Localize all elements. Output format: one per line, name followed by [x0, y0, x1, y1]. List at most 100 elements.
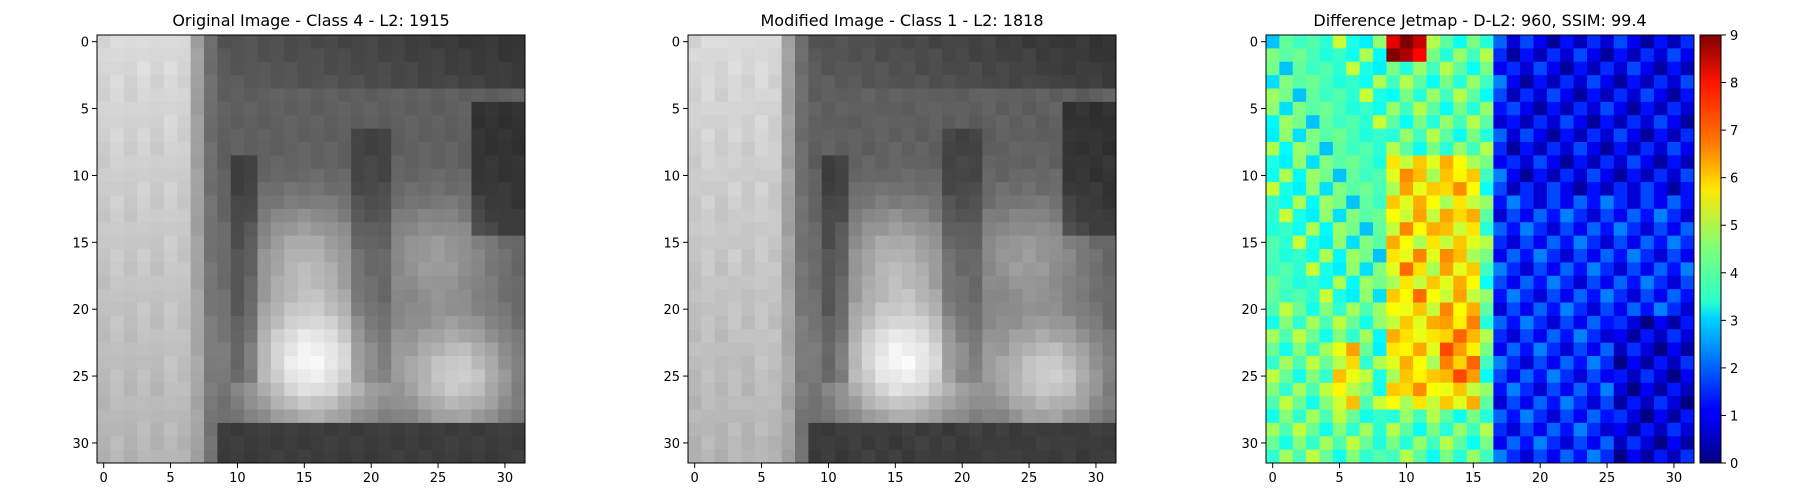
pixel-cell — [1279, 155, 1294, 170]
pixel-cell — [688, 275, 702, 290]
pixel-cell — [942, 275, 956, 290]
pixel-cell — [1292, 249, 1307, 263]
pixel-cell — [377, 262, 392, 277]
pixel-cell — [297, 422, 312, 437]
pixel-cell — [150, 449, 165, 464]
pixel-cell — [498, 115, 513, 130]
pixel-cell — [1466, 222, 1481, 237]
pixel-cell — [404, 356, 419, 370]
pixel-cell — [688, 155, 702, 170]
pixel-cell — [391, 155, 406, 170]
pixel-cell — [915, 75, 930, 89]
pixel-cell — [1359, 342, 1374, 357]
pixel-cell — [177, 155, 192, 170]
pixel-cell — [848, 48, 863, 63]
pixel-cell — [163, 101, 178, 116]
pixel-cell — [270, 409, 285, 424]
pixel-cell — [110, 222, 125, 237]
pixel-cell — [955, 142, 970, 156]
pixel-cell — [471, 302, 486, 317]
pixel-cell — [1279, 449, 1294, 464]
pixel-cell — [1466, 101, 1481, 116]
pixel-cell — [688, 289, 702, 303]
x-tick-label: 25 — [1021, 471, 1038, 486]
pixel-cell — [741, 409, 756, 424]
pixel-cell — [821, 289, 836, 303]
pixel-cell — [1493, 61, 1508, 76]
pixel-cell — [270, 101, 285, 116]
pixel-cell — [297, 142, 312, 156]
pixel-cell — [1587, 155, 1601, 170]
pixel-cell — [995, 302, 1010, 317]
pixel-cell — [928, 101, 943, 116]
pixel-cell — [1600, 168, 1615, 183]
pixel-cell — [391, 168, 406, 183]
pixel-cell — [1613, 101, 1628, 116]
pixel-cell — [284, 48, 299, 63]
pixel-cell — [1453, 61, 1468, 76]
pixel-cell — [875, 262, 890, 277]
pixel-cell — [1493, 235, 1508, 250]
pixel-cell — [123, 356, 138, 370]
pixel-cell — [1062, 115, 1077, 130]
pixel-cell — [1627, 329, 1641, 344]
pixel-cell — [163, 75, 178, 89]
pixel-cell — [955, 115, 970, 130]
pixel-cell — [1075, 356, 1090, 370]
pixel-cell — [1439, 356, 1454, 370]
pixel-cell — [1009, 422, 1023, 437]
pixel-cell — [391, 315, 406, 330]
x-tick-label: 5 — [166, 471, 174, 486]
pixel-cell — [163, 329, 178, 344]
pixel-cell — [230, 75, 245, 89]
pixel-cell — [888, 315, 903, 330]
pixel-cell — [244, 436, 258, 451]
pixel-cell — [1439, 61, 1454, 76]
pixel-cell — [902, 422, 916, 437]
pixel-cell — [190, 182, 205, 196]
pixel-cell — [1022, 342, 1037, 357]
pixel-cell — [995, 182, 1010, 196]
pixel-cell — [728, 315, 742, 330]
pixel-cell — [404, 369, 419, 384]
pixel-cell — [377, 88, 392, 103]
pixel-cell — [955, 101, 970, 116]
pixel-cell — [1600, 289, 1615, 303]
pixel-cell — [1627, 235, 1641, 250]
pixel-cell — [741, 48, 756, 63]
pixel-cell — [835, 155, 849, 170]
pixel-cell — [1346, 449, 1361, 464]
pixel-cell — [404, 142, 419, 156]
pixel-cell — [1533, 249, 1548, 263]
pixel-cell — [1466, 382, 1481, 397]
pixel-cell — [821, 115, 836, 130]
pixel-cell — [163, 315, 178, 330]
pixel-cell — [404, 275, 419, 290]
pixel-cell — [150, 75, 165, 89]
pixel-cell — [1319, 155, 1334, 170]
pixel-cell — [902, 409, 916, 424]
pixel-cell — [821, 315, 836, 330]
pixel-cell — [1560, 61, 1575, 76]
pixel-cell — [1613, 342, 1628, 357]
pixel-cell — [270, 168, 285, 183]
pixel-cell — [1680, 396, 1695, 410]
pixel-cell — [217, 329, 232, 344]
pixel-cell — [728, 101, 742, 116]
pixel-cell — [458, 262, 472, 277]
pixel-cell — [1399, 422, 1414, 437]
pixel-cell — [324, 35, 339, 49]
pixel-cell — [418, 208, 432, 223]
pixel-cell — [902, 262, 916, 277]
pixel-cell — [1653, 101, 1668, 116]
pixel-cell — [1600, 422, 1615, 437]
pixel-cell — [364, 262, 379, 277]
pixel-cell — [1035, 382, 1050, 397]
pixel-cell — [1075, 235, 1090, 250]
pixel-cell — [1386, 289, 1401, 303]
pixel-cell — [484, 342, 499, 357]
pixel-cell — [1089, 369, 1104, 384]
pixel-cell — [714, 155, 729, 170]
pixel-cell — [1680, 235, 1695, 250]
pixel-cell — [150, 101, 165, 116]
